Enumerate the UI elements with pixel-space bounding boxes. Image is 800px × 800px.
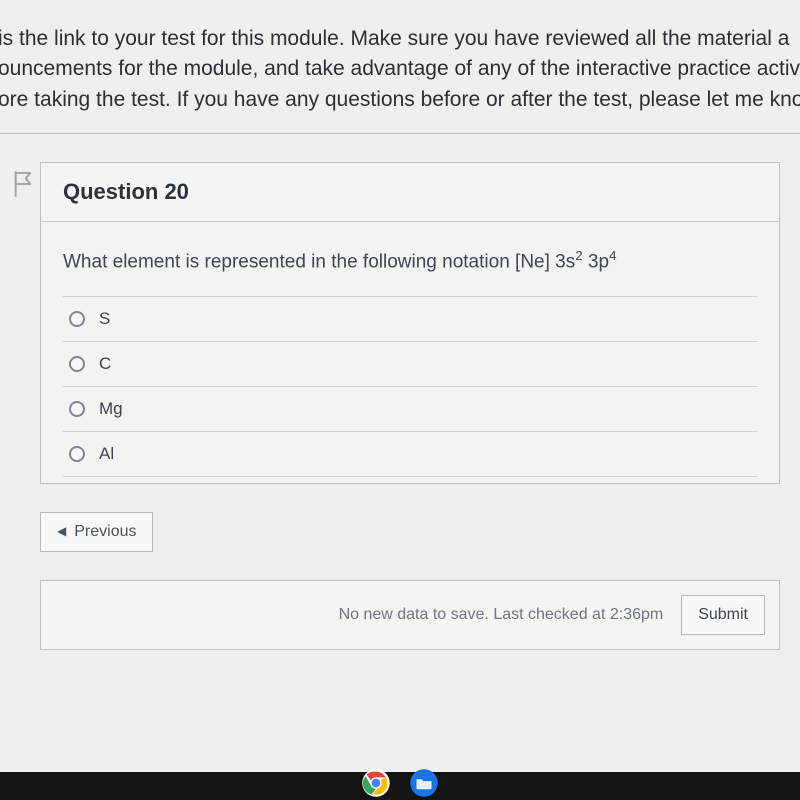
flag-icon[interactable] xyxy=(12,170,34,198)
answer-option[interactable]: C xyxy=(63,341,757,386)
question-stem: What element is represented in the follo… xyxy=(63,248,757,273)
answer-label: Al xyxy=(99,444,114,464)
previous-label: Previous xyxy=(74,523,136,540)
instructions-line-2: ouncements for the module, and take adva… xyxy=(0,57,800,80)
radio-icon xyxy=(69,311,85,327)
answer-option[interactable]: S xyxy=(63,296,757,341)
chevron-left-icon: ◀ xyxy=(57,524,66,538)
chrome-icon[interactable] xyxy=(361,768,391,798)
answer-list: S C Mg Al xyxy=(63,296,757,477)
radio-icon xyxy=(69,401,85,417)
dock xyxy=(361,768,439,798)
radio-icon xyxy=(69,356,85,372)
files-icon[interactable] xyxy=(409,768,439,798)
submit-button[interactable]: Submit xyxy=(681,595,765,635)
stem-prefix: What element is represented in the follo… xyxy=(63,252,575,273)
test-instructions: is the link to your test for this module… xyxy=(0,20,800,134)
answer-label: Mg xyxy=(99,399,123,419)
submit-label: Submit xyxy=(698,606,748,623)
previous-button[interactable]: ◀ Previous xyxy=(40,512,153,552)
radio-icon xyxy=(69,446,85,462)
instructions-line-3: ore taking the test. If you have any que… xyxy=(0,88,800,111)
nav-row: ◀ Previous xyxy=(40,512,780,552)
question-card: Question 20 What element is represented … xyxy=(40,162,780,483)
stem-mid: 3p xyxy=(583,252,609,273)
stem-sup-2: 4 xyxy=(609,248,616,263)
stem-sup-1: 2 xyxy=(575,248,582,263)
question-title: Question 20 xyxy=(41,163,779,222)
answer-label: C xyxy=(99,354,111,374)
instructions-line-1: is the link to your test for this module… xyxy=(0,27,789,50)
save-status: No new data to save. Last checked at 2:3… xyxy=(339,606,664,624)
quiz-footer: No new data to save. Last checked at 2:3… xyxy=(40,580,780,650)
answer-option[interactable]: Mg xyxy=(63,386,757,431)
answer-label: S xyxy=(99,309,110,329)
answer-option[interactable]: Al xyxy=(63,431,757,477)
